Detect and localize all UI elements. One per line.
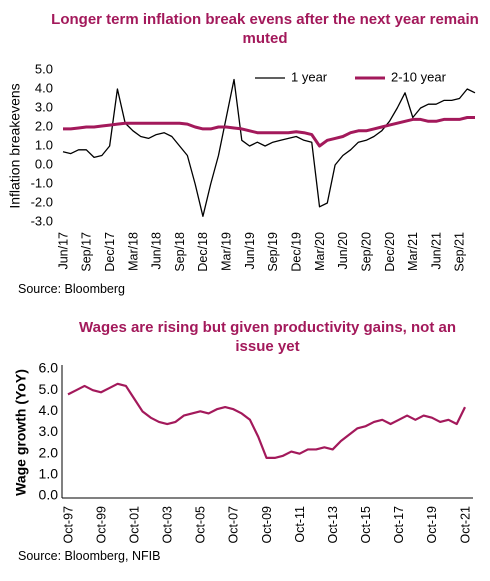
x-tick-label: Oct-99 [94, 506, 108, 544]
y-tick-label: 3.0 [39, 423, 59, 439]
x-tick-label: Sep/18 [173, 232, 187, 272]
chart-title: Longer term inflation break evens after … [51, 11, 479, 47]
x-tick-label: Oct-17 [392, 506, 406, 544]
x-tick-label: Oct-21 [458, 506, 472, 544]
x-tick-label: Dec/18 [196, 232, 210, 272]
y-tick-label: 1.0 [35, 137, 53, 152]
legend-label: 2-10 year [391, 69, 447, 84]
x-tick-label: Mar/21 [406, 232, 420, 271]
y-tick-label: 5.0 [35, 61, 53, 76]
y-tick-label: 3.0 [35, 99, 53, 114]
x-tick-label: Mar/20 [313, 232, 327, 271]
chart-title: Wages are rising but given productivity … [79, 319, 456, 355]
y-tick-label: -2.0 [31, 194, 53, 209]
line [63, 116, 475, 148]
y-tick-label: 0.0 [39, 487, 59, 503]
x-tick-label: Oct-11 [293, 506, 307, 543]
x-tick-label: Jun/17 [56, 232, 70, 270]
x-tick-label: Jun/18 [150, 232, 164, 270]
x-tick-label: Sep/19 [266, 232, 280, 272]
x-tick-label: Jun/20 [336, 232, 350, 270]
x-tick-label: Dec/19 [290, 232, 304, 272]
y-tick-label: 2.0 [35, 118, 53, 133]
line [67, 382, 466, 459]
y-tick-label: 6.0 [39, 360, 59, 376]
y-tick-label: 2.0 [39, 444, 59, 460]
line [62, 78, 476, 217]
x-tick-label: Oct-01 [127, 506, 141, 544]
source: Source: Bloomberg [18, 282, 126, 296]
y-tick-label: -3.0 [31, 213, 53, 228]
y-tick-label: -1.0 [31, 175, 53, 190]
x-tick-label: Oct-07 [227, 506, 241, 544]
y-axis-label: Inflation breakevens [7, 83, 23, 208]
x-tick-label: Sep/21 [453, 232, 467, 272]
x-tick-label: Oct-13 [326, 506, 340, 544]
x-tick-label: Oct-09 [260, 506, 274, 544]
y-tick-label: 0.0 [35, 156, 53, 171]
x-tick-label: Jun/21 [429, 232, 443, 270]
x-tick-label: Sep/17 [80, 232, 94, 272]
source: Source: Bloomberg, NFIB [18, 549, 161, 563]
x-tick-label: Oct-97 [61, 506, 75, 544]
x-tick-label: Dec/20 [383, 232, 397, 272]
x-tick-label: Oct-05 [194, 506, 208, 544]
y-axis-label: Wage growth (YoY) [13, 369, 29, 496]
y-tick-label: 5.0 [39, 381, 59, 397]
x-tick-label: Jun/19 [243, 232, 257, 270]
x-tick-label: Sep/20 [359, 232, 373, 272]
legend-label: 1 year [291, 69, 328, 84]
x-tick-label: Mar/19 [220, 232, 234, 271]
y-tick-label: 1.0 [39, 466, 59, 482]
x-tick-label: Dec/17 [103, 232, 117, 272]
x-tick-label: Oct-19 [425, 506, 439, 544]
x-tick-label: Oct-03 [161, 506, 175, 544]
x-tick-label: Oct-15 [359, 506, 373, 544]
y-tick-label: 4.0 [35, 80, 53, 95]
x-tick-label: Mar/18 [126, 232, 140, 271]
y-tick-label: 4.0 [39, 402, 59, 418]
